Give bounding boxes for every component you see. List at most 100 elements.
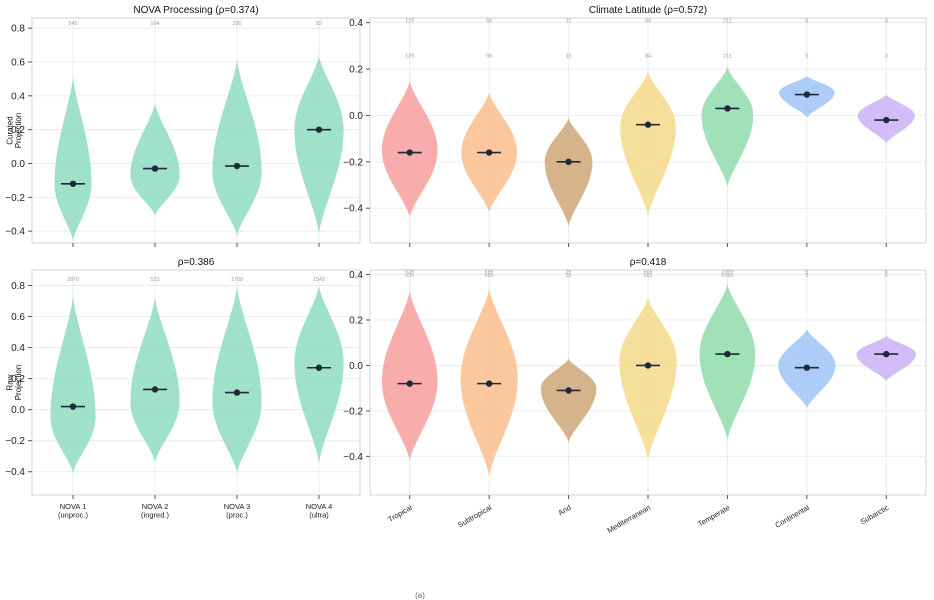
violin-body [381,80,438,218]
count-label: 84 [645,19,651,25]
y-tick-label: 0.4 [11,91,25,102]
median-point [565,158,572,166]
count-label: 595 [485,273,494,279]
violin-body [294,285,344,464]
median-point [724,350,731,358]
chart-title: Climate Latitude (ρ=0.572) [589,5,707,16]
count-label: 3 [885,53,888,59]
figure-footer: (a) [415,591,425,600]
count-label: 6 [885,273,888,279]
x-tick-label: NOVA 3 (proc.) [224,502,251,520]
y-tick-label: −0.4 [343,204,363,215]
panel-nova_curated: −0.4 −0.2 0.0 0.2 0.4 0.6 0.8 545 104 290 92 NOVA P… [5,5,361,247]
y-axis-label: CuratedProjection [5,113,23,149]
count-label: 104 [150,21,159,27]
y-tick-label: 0.8 [11,281,25,292]
y-axis-label-line: Raw [5,374,14,390]
y-axis-label: RawProjection [5,365,23,401]
count-label: 66 [486,53,492,59]
median-point [69,403,77,410]
median-point [883,350,890,358]
violin-body [619,297,677,461]
count-label: 3 [885,19,888,25]
count-label: 565 [643,269,652,275]
x-tick-label: Subarctic [859,503,891,527]
count-label: 211 [723,53,732,59]
count-label: 11 [566,53,572,59]
y-tick-label: 0.2 [11,125,25,136]
count-label: 5 [805,19,808,25]
chart-panels: −0.4 −0.2 0.0 0.2 0.4 0.6 0.8 545 104 290 92 NOVA P… [5,5,927,535]
y-axis-label-line: Curated [5,116,14,144]
y-tick-label: 0.4 [349,18,363,29]
y-tick-label: 0.2 [11,374,25,385]
y-tick-label: 0.8 [11,24,25,35]
count-label: 5 [805,53,808,59]
count-label: 535 [405,269,414,275]
y-tick-label: −0.2 [343,157,363,168]
x-tick-label: Temperate [696,503,731,529]
violin-body [620,71,676,218]
count-label: 1099 [721,269,733,275]
violin-body [294,55,344,235]
y-tick-label: 0.4 [349,270,363,281]
violin-body [856,335,917,382]
y-axis-label-line: Projection [14,365,23,401]
x-tick-label-line: (unproc.) [58,511,89,520]
x-tick-label-line: NOVA 2 [142,502,169,511]
median-point [406,149,413,156]
x-tick-label: Arid [557,503,573,517]
panel-climate_curated: −0.4 −0.2 0.0 0.2 0.4 129 129 66 66 11 11 84 84 211 21… [343,5,927,247]
y-tick-label: 0.4 [11,343,25,354]
violin-body [54,75,92,242]
violin-body [540,358,597,443]
median-point [233,389,241,396]
median-point [644,121,652,128]
chart-title: NOVA Processing (ρ=0.374) [133,5,258,16]
y-tick-label: −0.2 [5,193,25,204]
y-tick-label: −0.4 [5,227,25,238]
median-point [485,149,493,156]
x-tick-label-line: NOVA 3 [224,502,251,511]
count-label: 129 [405,53,414,59]
y-tick-label: −0.2 [5,436,25,447]
chart-title: ρ=0.418 [630,257,667,268]
count-label: 6 [885,269,888,275]
count-label: 25 [566,269,572,275]
count-label: 535 [405,273,414,279]
y-tick-label: 0.0 [349,361,363,372]
y-tick-label: −0.2 [343,406,363,417]
y-tick-label: 0.0 [11,159,25,170]
count-label: 5 [805,269,808,275]
count-label: 565 [643,273,652,279]
x-tick-label-line: (ultra) [309,511,329,520]
count-label: 84 [645,53,651,59]
y-tick-label: 0.6 [11,57,25,68]
x-tick-label-line: NOVA 4 [306,502,333,511]
median-point [803,364,811,371]
median-point [151,165,159,172]
y-tick-label: 0.0 [11,405,25,416]
median-point [724,105,731,112]
median-point [69,180,77,187]
median-point [565,387,572,394]
y-tick-label: −0.4 [5,467,25,478]
x-tick-label: NOVA 1 (unproc.) [58,502,89,520]
y-tick-label: 0.2 [349,316,363,327]
x-tick-label: Mediterranean [606,503,652,535]
count-label: 3870 [67,277,79,283]
count-label: 1099 [721,273,733,279]
x-tick-label: Subtropical [456,503,493,530]
count-label: 129 [405,19,414,25]
x-tick-label: Continental [773,503,811,530]
median-point [644,362,652,369]
count-label: 1542 [313,277,325,283]
x-tick-label-line: (proc.) [226,511,248,520]
x-tick-label: NOVA 2 (ingred.) [141,502,169,520]
count-label: 595 [485,269,494,275]
violin-body [381,290,438,461]
violin-body [212,58,262,237]
y-tick-label: −0.4 [343,452,363,463]
y-axis-label-line: Projection [14,113,23,149]
